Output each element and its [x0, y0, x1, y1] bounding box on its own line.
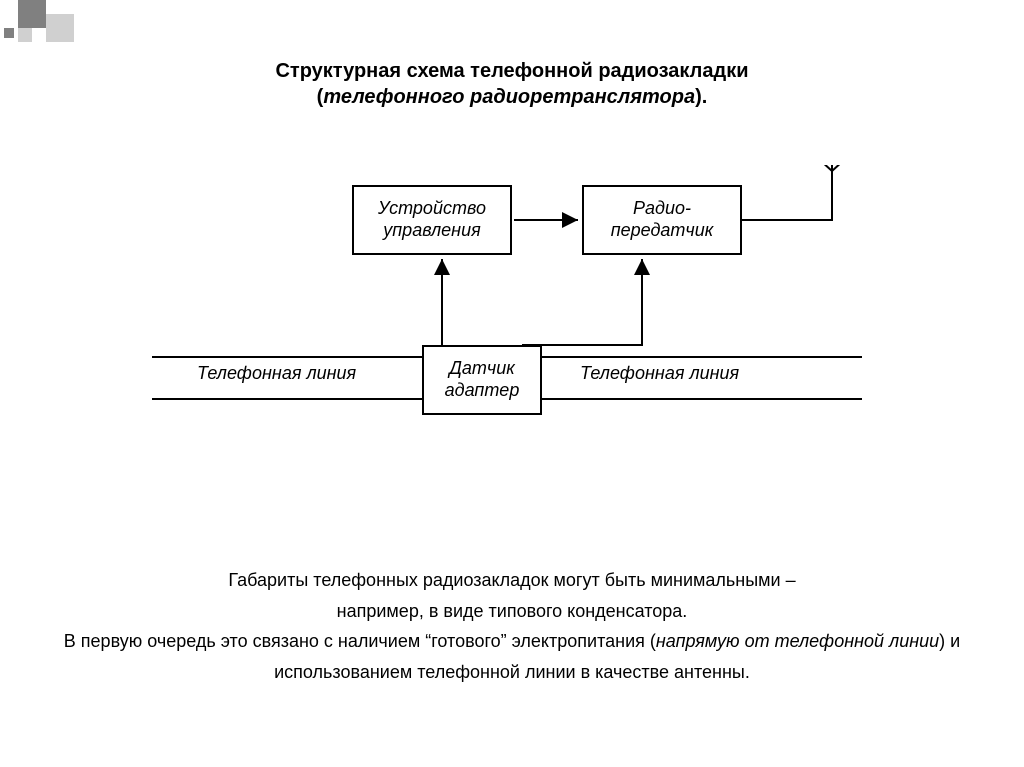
- block-diagram: Устройство управления Радио- передатчик …: [142, 165, 882, 465]
- body-line-1: Габариты телефонных радиозакладок могут …: [50, 565, 974, 596]
- body-line-2: например, в виде типового конденсатора.: [50, 596, 974, 627]
- slide-title: Структурная схема телефонной радиозаклад…: [0, 58, 1024, 110]
- antenna-icon: [810, 165, 854, 171]
- title-line-2: (телефонного радиоретранслятора).: [0, 84, 1024, 110]
- node-sensor-label: Датчик адаптер: [445, 358, 520, 401]
- node-radio-transmitter: Радио- передатчик: [582, 185, 742, 255]
- body-3a: В первую очередь это связано с наличием …: [64, 631, 656, 651]
- body-3-italic: напрямую от телефонной линии: [656, 631, 939, 651]
- title-paren-close: ).: [695, 86, 707, 108]
- slide-body-text: Габариты телефонных радиозакладок могут …: [50, 565, 974, 687]
- node-control-label: Устройство управления: [354, 198, 510, 241]
- node-control-device: Устройство управления: [352, 185, 512, 255]
- diagram-lines: [142, 165, 882, 465]
- slide-corner-decoration: [0, 0, 90, 60]
- label-phone-line-right: Телефонная линия: [580, 363, 739, 384]
- label-phone-line-left: Телефонная линия: [197, 363, 356, 384]
- edge-transmitter-antenna: [742, 171, 832, 220]
- title-italic: телефонного радиоретранслятора: [323, 86, 695, 108]
- edge-sensor-transmitter: [522, 259, 642, 345]
- title-line-1: Структурная схема телефонной радиозаклад…: [0, 58, 1024, 84]
- node-transmitter-label: Радио- передатчик: [611, 198, 714, 241]
- body-line-3: В первую очередь это связано с наличием …: [50, 626, 974, 687]
- node-sensor-adapter: Датчик адаптер: [422, 345, 542, 415]
